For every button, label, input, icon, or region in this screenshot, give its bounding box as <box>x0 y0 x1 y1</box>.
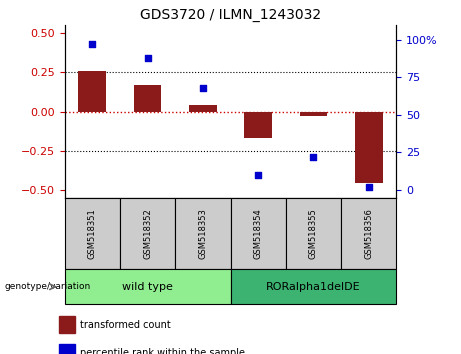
Bar <box>341 198 396 269</box>
Bar <box>355 112 383 183</box>
Bar <box>65 198 120 269</box>
Point <box>199 85 207 91</box>
Bar <box>59 316 75 333</box>
Bar <box>286 198 341 269</box>
Point <box>310 154 317 160</box>
Text: percentile rank within the sample: percentile rank within the sample <box>80 348 245 354</box>
Bar <box>230 198 286 269</box>
Bar <box>78 70 106 112</box>
Text: GSM518351: GSM518351 <box>88 208 97 259</box>
Bar <box>134 85 161 112</box>
Text: GSM518353: GSM518353 <box>198 208 207 259</box>
Bar <box>230 269 396 304</box>
Title: GDS3720 / ILMN_1243032: GDS3720 / ILMN_1243032 <box>140 8 321 22</box>
Text: RORalpha1delDE: RORalpha1delDE <box>266 282 361 292</box>
Text: genotype/variation: genotype/variation <box>5 282 91 291</box>
Point <box>365 184 372 190</box>
Text: wild type: wild type <box>122 282 173 292</box>
Bar <box>120 198 175 269</box>
Bar <box>300 112 327 116</box>
Text: GSM518354: GSM518354 <box>254 208 263 259</box>
Bar <box>175 198 230 269</box>
Bar <box>59 344 75 354</box>
Point <box>144 55 151 61</box>
Bar <box>65 269 230 304</box>
Text: transformed count: transformed count <box>80 320 171 330</box>
Bar <box>189 105 217 112</box>
Text: GSM518352: GSM518352 <box>143 208 152 259</box>
Point <box>254 172 262 178</box>
Text: GSM518355: GSM518355 <box>309 208 318 259</box>
Bar <box>244 112 272 138</box>
Text: GSM518356: GSM518356 <box>364 208 373 259</box>
Point <box>89 41 96 47</box>
